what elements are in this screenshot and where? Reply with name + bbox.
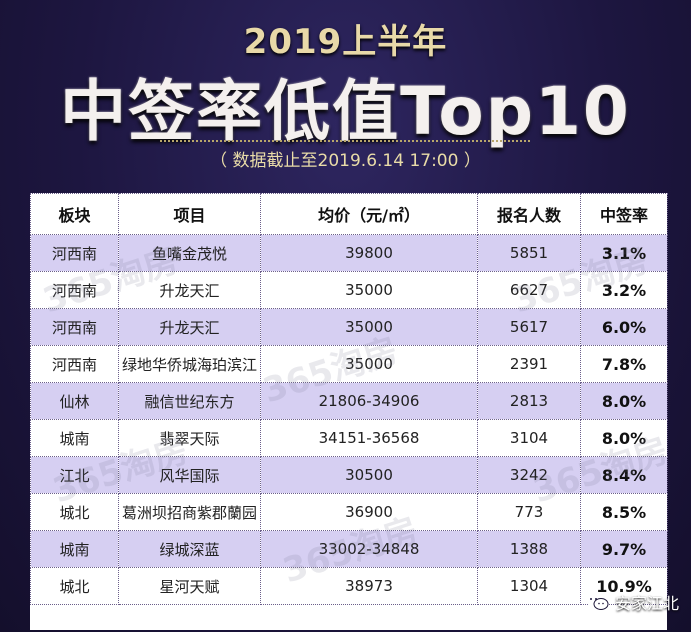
cell-project: 翡翠天际: [118, 419, 261, 457]
cell-rate: 8.5%: [580, 493, 668, 531]
cell-price: 33002-34848: [260, 530, 478, 568]
table-row: 河西南 绿地华侨城海珀滨江 35000 2391 7.8%: [30, 345, 668, 383]
cell-rate: 3.1%: [580, 234, 668, 272]
cell-applicants: 5851: [477, 234, 581, 272]
column-header-project: 项目: [118, 193, 261, 235]
data-cutoff-subtitle: （ 数据截止至2019.6.14 17:00 ）: [210, 151, 481, 171]
cell-area: 城南: [30, 419, 119, 457]
cell-price: 35000: [260, 345, 478, 383]
wechat-icon: [585, 593, 609, 610]
column-header-price: 均价（元/㎡）: [260, 193, 478, 235]
cell-price: 21806-34906: [260, 382, 478, 420]
ranking-table: 板块 项目 均价（元/㎡） 报名人数 中签率 河西南 鱼嘴金茂悦 39800 5…: [30, 193, 668, 605]
table-row: 城南 绿城深蓝 33002-34848 1388 9.7%: [30, 530, 668, 568]
cell-applicants: 2391: [477, 345, 581, 383]
cell-rate: 7.8%: [580, 345, 668, 383]
table-row: 城北 星河天赋 38973 1304 10.9%: [30, 567, 668, 605]
cell-area: 江北: [30, 456, 119, 494]
cell-area: 河西南: [30, 308, 119, 346]
cell-project: 鱼嘴金茂悦: [118, 234, 261, 272]
divider: [160, 140, 530, 142]
cell-area: 仙林: [30, 382, 119, 420]
cell-applicants: 773: [477, 493, 581, 531]
cell-area: 河西南: [30, 345, 119, 383]
cell-price: 35000: [260, 271, 478, 309]
column-header-area: 板块: [30, 193, 119, 235]
cell-project: 升龙天汇: [118, 271, 261, 309]
cell-price: 38973: [260, 567, 478, 605]
table-row: 江北 风华国际 30500 3242 8.4%: [30, 456, 668, 494]
brand-label: 安家江北: [614, 594, 679, 613]
column-header-rate: 中签率: [580, 193, 668, 235]
table-row: 河西南 升龙天汇 35000 6627 3.2%: [30, 271, 668, 309]
cell-project: 风华国际: [118, 456, 261, 494]
cell-applicants: 3242: [477, 456, 581, 494]
table-header-row: 板块 项目 均价（元/㎡） 报名人数 中签率: [30, 193, 668, 235]
cell-area: 河西南: [30, 271, 119, 309]
cell-applicants: 6627: [477, 271, 581, 309]
cell-price: 34151-36568: [260, 419, 478, 457]
cell-rate: 8.0%: [580, 419, 668, 457]
table-row: 城南 翡翠天际 34151-36568 3104 8.0%: [30, 419, 668, 457]
table-row: 仙林 融信世纪东方 21806-34906 2813 8.0%: [30, 382, 668, 420]
cell-applicants: 5617: [477, 308, 581, 346]
cell-rate: 8.0%: [580, 382, 668, 420]
table-row: 河西南 升龙天汇 35000 5617 6.0%: [30, 308, 668, 346]
column-header-applicants: 报名人数: [477, 193, 581, 235]
cell-price: 36900: [260, 493, 478, 531]
cell-applicants: 1304: [477, 567, 581, 605]
cell-price: 35000: [260, 308, 478, 346]
cell-area: 河西南: [30, 234, 119, 272]
cell-price: 30500: [260, 456, 478, 494]
page-title: 中签率低值Top10: [60, 73, 631, 150]
cell-applicants: 3104: [477, 419, 581, 457]
cell-rate: 10.9%: [580, 567, 668, 605]
brand-signature: 安家江北: [585, 590, 679, 614]
cell-area: 城南: [30, 530, 119, 568]
cell-rate: 8.4%: [580, 456, 668, 494]
cell-area: 城北: [30, 493, 119, 531]
table-row: 河西南 鱼嘴金茂悦 39800 5851 3.1%: [30, 234, 668, 272]
cell-project: 绿城深蓝: [118, 530, 261, 568]
cell-project: 绿地华侨城海珀滨江: [118, 345, 261, 383]
cell-rate: 3.2%: [580, 271, 668, 309]
cell-project: 升龙天汇: [118, 308, 261, 346]
cell-applicants: 2813: [477, 382, 581, 420]
cell-price: 39800: [260, 234, 478, 272]
ranking-table-container: 板块 项目 均价（元/㎡） 报名人数 中签率 河西南 鱼嘴金茂悦 39800 5…: [30, 193, 673, 630]
cell-project: 融信世纪东方: [118, 382, 261, 420]
cell-project: 星河天赋: [118, 567, 261, 605]
cell-area: 城北: [30, 567, 119, 605]
table-row: 城北 葛洲坝招商紫郡蘭园 36900 773 8.5%: [30, 493, 668, 531]
cell-project: 葛洲坝招商紫郡蘭园: [118, 493, 261, 531]
cell-applicants: 1388: [477, 530, 581, 568]
cell-rate: 6.0%: [580, 308, 668, 346]
header-year: 2019上半年: [243, 22, 448, 62]
cell-rate: 9.7%: [580, 530, 668, 568]
